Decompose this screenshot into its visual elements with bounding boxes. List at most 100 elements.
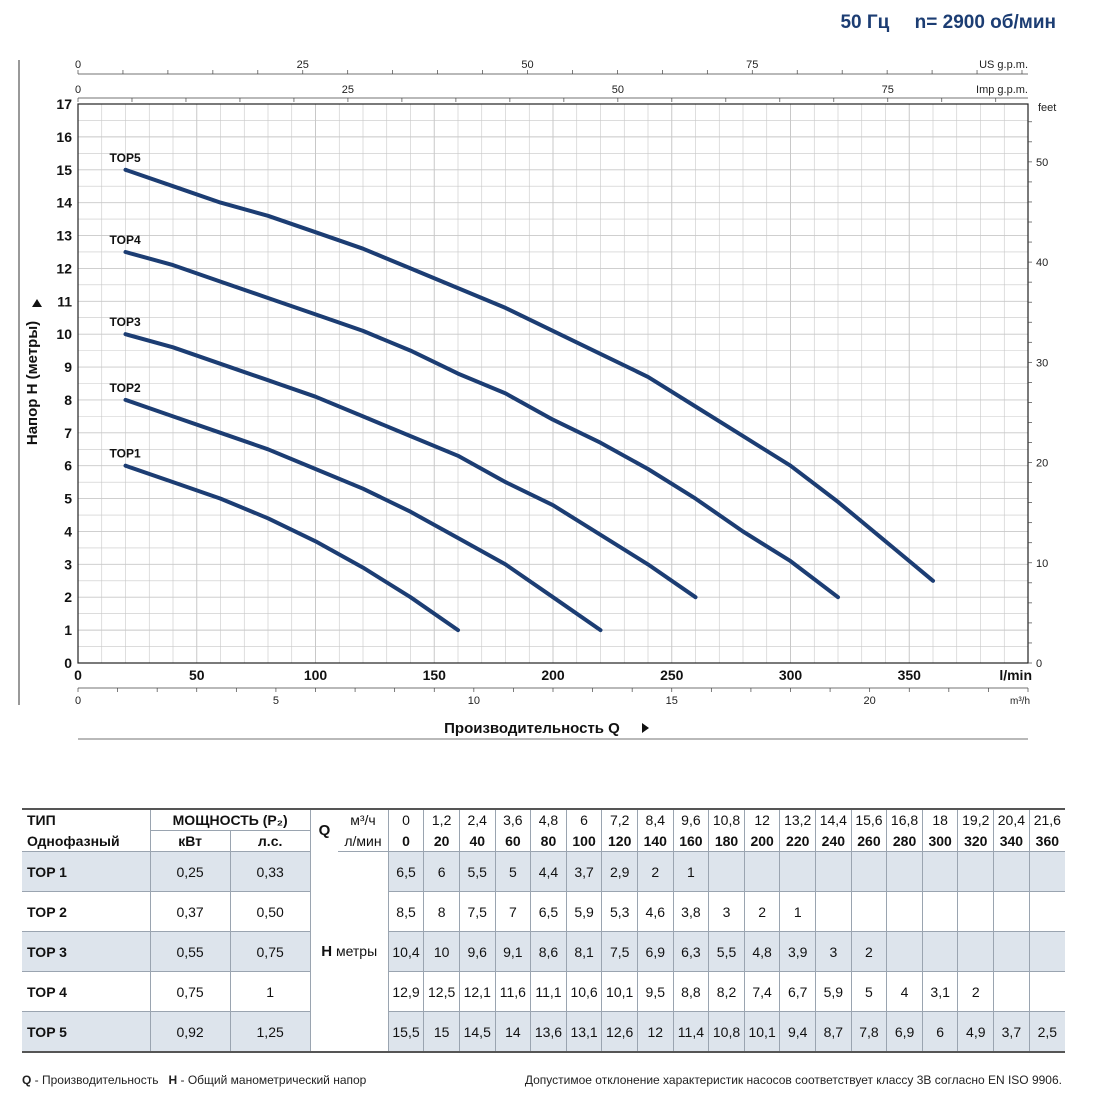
table-row: TOP 1 0,25 0,33 H метры 6,5 6 5,5 5 4,4 3,7 2,9 2 1 — [22, 851, 1065, 1053]
row-h-value: 6,9 — [636, 931, 674, 972]
footer-h-desc: - Общий манометрический напор — [177, 1073, 367, 1087]
header-q-m3h-value: 8,4 — [636, 808, 674, 831]
row-type: TOP 5 — [22, 1011, 151, 1053]
row-h-value: 7 — [494, 891, 531, 932]
imp-gpm-tick-label: 75 — [882, 84, 894, 96]
header-q-lmin-value: 180 — [708, 830, 745, 852]
row-h-value: 4,6 — [636, 891, 674, 932]
y-tick-label: 15 — [56, 162, 72, 178]
m3h-unit-label: m³/h — [1010, 696, 1030, 707]
header-q-m3h-value: 13,2 — [779, 808, 816, 831]
header-q-lmin-value: 360 — [1028, 830, 1065, 852]
row-h-value — [886, 851, 923, 892]
row-h-value: 10,1 — [601, 971, 638, 1012]
row-h-value: 8,6 — [530, 931, 567, 972]
feet-label: feet — [1038, 102, 1056, 114]
m3h-tick-label: 15 — [666, 695, 678, 707]
footer-q-desc: - Производительность — [31, 1073, 159, 1087]
curve-top2 — [123, 397, 603, 633]
header-q-lmin-value: 80 — [530, 830, 567, 852]
row-h-value: 3,1 — [921, 971, 958, 1012]
frequency-label: 50 Гц — [840, 12, 890, 33]
curve-label-top4: TOP4 — [110, 233, 141, 247]
row-h-value: 11,1 — [530, 971, 567, 1012]
y-tick-label: 13 — [56, 228, 72, 244]
row-h-value — [1028, 931, 1065, 972]
table-row: TOP 2 0,37 0,50 8,5 8 7,5 7 6,5 5,9 5,3 4,6 3,8 3 2 1 — [22, 891, 1065, 932]
performance-chart: 0 25 50 75 US g.p.m.0 25 50 75 Imp g.p.m.0123456… — [18, 59, 1056, 740]
y-tick-label: 12 — [56, 260, 72, 276]
feet-tick-label: 10 — [1036, 558, 1048, 570]
header-q-lmin-value: 20 — [423, 830, 460, 852]
header-q-unit-m3h: м³/ч — [338, 808, 389, 831]
curve-label-top3: TOP3 — [110, 315, 141, 329]
row-h-value — [957, 851, 994, 892]
y-tick-label: 17 — [56, 96, 72, 112]
row-h-value — [1028, 971, 1065, 1012]
x-axis-arrow — [642, 723, 649, 733]
imp-gpm-tick-label: 0 — [75, 84, 81, 96]
header-q-m3h-value: 12 — [743, 808, 780, 831]
header-kw: кВт — [149, 830, 231, 852]
y-tick-label: 11 — [57, 293, 72, 309]
header-q-m3h-value: 4,8 — [530, 808, 567, 831]
row-h-value: 12,9 — [387, 971, 424, 1012]
x-tick-label: 250 — [660, 667, 684, 683]
row-h-value: 2,9 — [601, 851, 638, 892]
row-h-value: 10 — [423, 931, 460, 972]
y-tick-label: 8 — [64, 392, 72, 408]
footer-note: Допустимое отклонение характеристик насо… — [524, 1073, 1062, 1087]
row-h-value: 14 — [494, 1011, 531, 1053]
row-h-value — [1028, 891, 1065, 932]
row-h-value — [921, 851, 958, 892]
row-h-value: 1 — [779, 891, 816, 932]
y-tick-label: 0 — [64, 655, 72, 671]
chart-header: 50 Гц n= 2900 об/мин — [820, 12, 1056, 34]
row-h-value: 4,4 — [530, 851, 567, 892]
row-h-value — [993, 931, 1030, 972]
row-h-value — [993, 891, 1030, 932]
m3h-tick-label: 10 — [468, 695, 480, 707]
y-tick-label: 16 — [56, 129, 72, 145]
y-axis-title: Напор H (метры) — [24, 321, 41, 445]
header-q-lmin-value: 120 — [601, 830, 638, 852]
x-tick-label: 150 — [423, 667, 447, 683]
row-h-value: 2 — [850, 931, 887, 972]
curve-label-top1: TOP1 — [110, 447, 141, 461]
row-h-value: 6,7 — [779, 971, 816, 1012]
row-h-value: 6,5 — [530, 891, 567, 932]
row-h-value: 10,1 — [743, 1011, 780, 1053]
row-h-value: 9,6 — [458, 931, 496, 972]
footer-q-key: Q — [22, 1073, 32, 1087]
row-h-value: 14,5 — [458, 1011, 496, 1053]
row-h-value: 13,1 — [565, 1011, 602, 1053]
row-h-value: 5,9 — [565, 891, 602, 932]
row-type: TOP 1 — [22, 851, 151, 892]
header-q-m3h-value: 9,6 — [672, 808, 709, 831]
row-h-value — [993, 851, 1030, 892]
header-q-m3h-value: 14,4 — [815, 808, 852, 831]
row-h-value: 2 — [636, 851, 674, 892]
row-h-value: 6 — [423, 851, 460, 892]
header-q-lmin-value: 140 — [636, 830, 674, 852]
row-h-value: 6,3 — [672, 931, 709, 972]
header-q-lmin-value: 300 — [921, 830, 958, 852]
row-type: TOP 4 — [22, 971, 151, 1012]
row-h-value — [850, 891, 887, 932]
row-h-value: 8,5 — [387, 891, 424, 932]
table-header-row: Однофазный кВт л.с. л/мин 0 20 40 60 80 100 120 140… — [22, 830, 1065, 852]
header-q-lmin-value: 100 — [565, 830, 602, 852]
row-h-value: 5,9 — [815, 971, 852, 1012]
h-label: H — [321, 943, 333, 960]
row-h-value: 8,7 — [815, 1011, 852, 1053]
row-h-value: 9,5 — [636, 971, 674, 1012]
header-q-m3h-value: 6 — [565, 808, 602, 831]
row-hp: 0,50 — [229, 891, 311, 932]
header-q-m3h-value: 1,2 — [423, 808, 460, 831]
row-h-value: 5,3 — [601, 891, 638, 932]
plot-frame — [77, 103, 1029, 664]
row-kw: 0,37 — [149, 891, 231, 932]
row-kw: 0,55 — [149, 931, 231, 972]
x-tick-label: 300 — [779, 667, 803, 683]
row-h-value — [957, 931, 994, 972]
